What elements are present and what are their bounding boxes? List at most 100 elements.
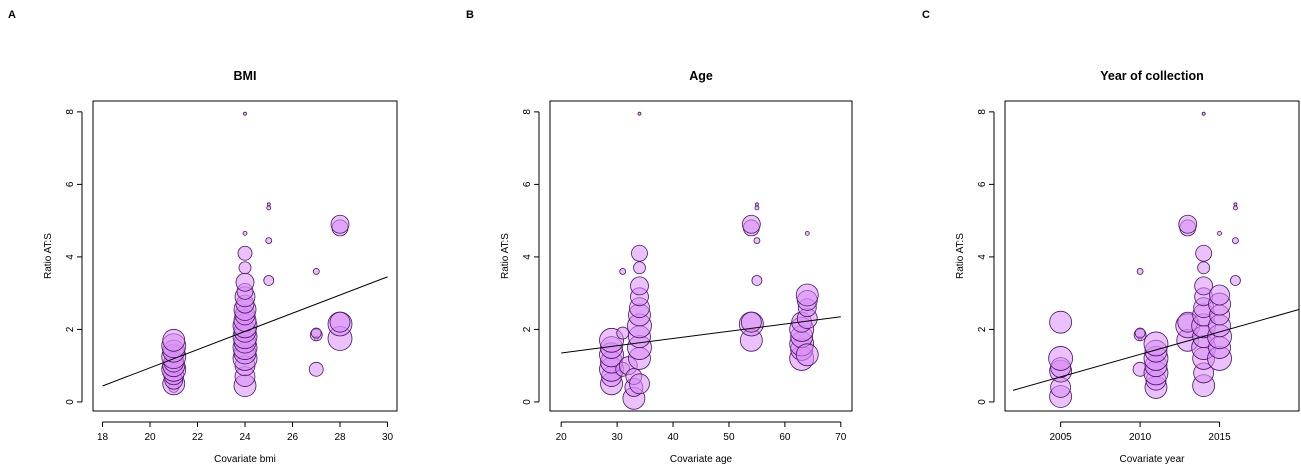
panel-b: B Age 20 30 40 50 60 70 0 2 4 6 8 Covariate age Ratio … (466, 9, 853, 464)
x-tick-label: 24 (239, 432, 251, 443)
chart-title: Age (689, 69, 713, 83)
data-point (312, 268, 320, 275)
data-point (1049, 310, 1073, 334)
x-tick-label: 26 (287, 432, 299, 443)
y-tick-label: 4 (977, 254, 988, 260)
data-point (1217, 230, 1222, 236)
data-point (263, 275, 275, 286)
x-tick-label: 28 (334, 432, 346, 443)
data-point (1048, 346, 1074, 371)
y-tick-label: 6 (522, 181, 533, 187)
data-point (631, 244, 648, 262)
panel-letter: A (8, 9, 16, 21)
y-tick-label: 4 (65, 254, 76, 260)
plot-frame (1004, 100, 1300, 412)
x-tick-label: 22 (192, 432, 204, 443)
x-tick-label: 60 (779, 432, 791, 443)
data-point (1233, 205, 1238, 211)
data-point (795, 283, 819, 307)
data-point (633, 261, 646, 275)
y-tick-label: 6 (65, 181, 76, 187)
y-tick-label: 0 (522, 399, 533, 405)
x-tick-label: 70 (835, 432, 847, 443)
data-point (1178, 214, 1198, 234)
x-tick-label: 20 (144, 432, 156, 443)
data-point (308, 361, 324, 377)
plot-marks (102, 111, 388, 398)
data-point (266, 205, 272, 211)
data-point (1143, 331, 1169, 357)
x-axis-label: Covariate bmi (214, 454, 276, 464)
data-point (741, 214, 761, 234)
x-axis-label: Covariate year (1119, 454, 1185, 464)
data-point (310, 327, 322, 339)
x-tick-label: 18 (97, 432, 109, 443)
data-point (616, 326, 630, 340)
y-tick-label: 8 (65, 109, 76, 115)
data-point (266, 202, 271, 207)
regression-line (561, 316, 841, 354)
data-point (754, 205, 760, 211)
data-point (1209, 284, 1230, 306)
x-tick-label: 50 (723, 432, 735, 443)
y-tick-label: 8 (977, 109, 988, 115)
y-tick-label: 0 (977, 399, 988, 405)
data-point (637, 111, 642, 116)
data-point (162, 328, 186, 352)
x-tick-label: 2010 (1129, 432, 1152, 443)
y-axis-label: Ratio AT:S (955, 233, 966, 279)
data-point (243, 111, 247, 116)
x-tick-label: 30 (612, 432, 624, 443)
regression-line (102, 276, 388, 387)
regression-line (1012, 308, 1299, 391)
y-axis-label: Ratio AT:S (43, 233, 54, 279)
data-point (242, 230, 248, 236)
y-tick-label: 6 (977, 181, 988, 187)
data-point (755, 202, 759, 207)
data-point (753, 237, 761, 244)
data-point (629, 373, 650, 395)
panel-letter: B (466, 9, 474, 21)
data-point (1194, 276, 1214, 296)
data-point (1230, 275, 1241, 286)
y-tick-label: 2 (522, 326, 533, 332)
x-axis-label: Covariate age (670, 454, 733, 464)
panel-letter: C (922, 9, 930, 21)
data-point (804, 230, 810, 236)
plot-frame (92, 100, 398, 412)
y-tick-label: 8 (522, 109, 533, 115)
y-tick-label: 2 (977, 326, 988, 332)
x-tick-label: 2015 (1208, 432, 1231, 443)
data-point (1232, 237, 1239, 244)
x-tick-label: 2005 (1049, 432, 1072, 443)
plot-marks (561, 111, 841, 410)
data-point (1134, 327, 1146, 339)
data-point (265, 237, 273, 244)
y-axis-label: Ratio AT:S (500, 233, 511, 279)
data-point (1195, 244, 1213, 262)
data-point (238, 261, 252, 275)
data-point (330, 214, 350, 234)
panel-c: C Year of collection 2005 2010 2015 0 2 4 6 8 Cova… (922, 9, 1300, 464)
data-point (237, 245, 253, 261)
data-point (619, 268, 627, 275)
y-tick-label: 2 (65, 326, 76, 332)
y-tick-label: 0 (65, 399, 76, 405)
data-point (630, 276, 649, 296)
x-tick-label: 30 (382, 432, 394, 443)
data-point (1136, 268, 1144, 275)
data-point (1233, 202, 1238, 207)
plot-frame (549, 100, 853, 412)
y-tick-label: 4 (522, 254, 533, 260)
x-tick-label: 20 (556, 432, 568, 443)
data-point (740, 311, 762, 333)
chart-title: BMI (234, 69, 257, 83)
plot-marks (1012, 111, 1299, 408)
data-point (329, 311, 351, 333)
data-point (1201, 111, 1206, 116)
data-point (751, 275, 763, 286)
chart-title: Year of collection (1100, 69, 1204, 83)
data-point (235, 272, 255, 292)
